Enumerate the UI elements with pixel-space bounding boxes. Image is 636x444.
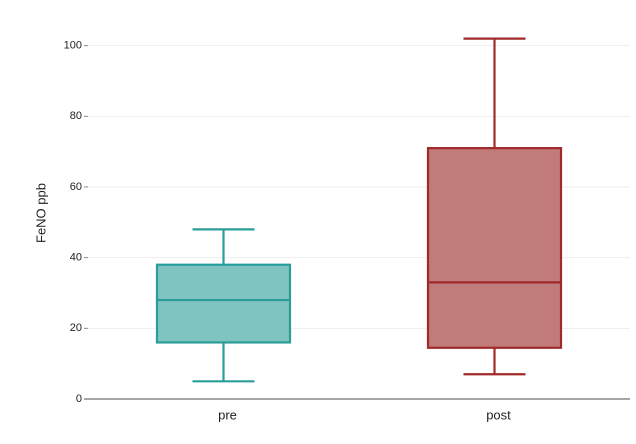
- y-tick-label: 100: [64, 40, 82, 52]
- y-tick-label: 40: [70, 252, 82, 264]
- x-tick-label: post: [486, 407, 511, 422]
- y-tick-label: 0: [76, 393, 82, 405]
- y-tick-label: 80: [70, 110, 82, 122]
- y-tick-label: 60: [70, 181, 82, 193]
- y-tick-label: 20: [70, 322, 82, 334]
- box: [426, 147, 563, 349]
- box: [155, 263, 292, 344]
- x-tick-label: pre: [218, 407, 237, 422]
- y-axis-label: FeNO ppb: [33, 183, 48, 243]
